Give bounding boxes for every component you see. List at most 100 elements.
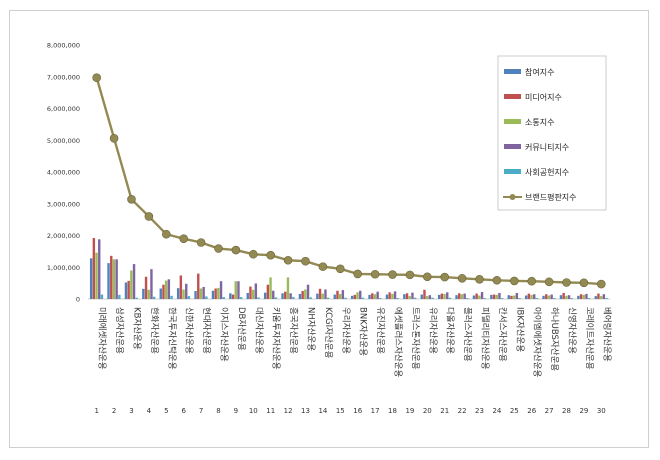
bar-5-12 <box>292 297 295 299</box>
brand-reputation-point-9 <box>231 245 241 255</box>
bar-4-8 <box>219 281 223 299</box>
bar-1-24 <box>490 294 493 299</box>
bar-5-6 <box>187 296 191 299</box>
bar-5-25 <box>518 298 521 299</box>
category-label-15: 우리자산운용 <box>340 307 351 354</box>
brand-reputation-point-26 <box>527 276 537 286</box>
axis-layer: 0 1,000,000 2,000,000 3,000,000 4,000,000 5,0… <box>47 42 610 304</box>
category-label-19: 트러스톤자산운용 <box>410 307 421 370</box>
bar-2-12 <box>284 291 287 299</box>
bar-2-23 <box>475 293 478 299</box>
bar-4-19 <box>411 292 414 299</box>
brand-reputation-point-22 <box>457 274 467 283</box>
rank-label-19: 19 <box>405 407 414 415</box>
bar-3-14 <box>321 293 324 299</box>
bar-5-20 <box>431 297 434 299</box>
y-tick-label: 0 <box>76 296 80 304</box>
bar-3-19 <box>408 296 411 299</box>
bar-1-20 <box>420 294 423 299</box>
rank-label-9: 9 <box>234 407 238 415</box>
bar-1-23 <box>472 295 476 299</box>
bar-3-27 <box>547 295 551 299</box>
category-label-16: BNK자산운용 <box>358 307 369 356</box>
rank-label-17: 17 <box>371 407 380 415</box>
category-label-27: 하나UBS자산운용 <box>549 307 560 371</box>
bar-3-28 <box>565 295 568 299</box>
bar-1-1 <box>89 258 93 299</box>
bar-2-24 <box>492 294 496 299</box>
rank-label-21: 21 <box>440 407 449 415</box>
bar-4-15 <box>341 290 345 299</box>
bar-1-3 <box>124 282 128 299</box>
bar-1-10 <box>246 292 249 299</box>
bar-5-22 <box>466 298 469 299</box>
bar-5-9 <box>239 297 243 299</box>
bar-5-4 <box>152 296 156 299</box>
bar-1-6 <box>176 288 180 299</box>
legend-label-4: 커뮤니티지수 <box>525 142 569 152</box>
rank-label-12: 12 <box>284 407 293 415</box>
brand-reputation-point-1 <box>92 73 101 82</box>
y-tick-label: 4,000,000 <box>47 169 80 177</box>
bar-2-1 <box>92 238 96 299</box>
bar-5-14 <box>326 297 330 299</box>
bar-1-15 <box>333 294 336 299</box>
brand-reputation-point-23 <box>475 275 484 284</box>
bar-4-21 <box>446 292 449 299</box>
bar-4-28 <box>567 295 571 299</box>
legend-marker-6 <box>509 194 516 200</box>
brand-reputation-point-6 <box>179 234 188 243</box>
category-label-1: 미래에셋자산운용 <box>97 307 108 370</box>
rank-label-10: 10 <box>249 407 258 415</box>
bar-5-17 <box>379 298 382 299</box>
category-label-21: 다올자산운용 <box>445 307 456 354</box>
bar-2-13 <box>301 291 304 299</box>
bar-4-11 <box>272 290 275 299</box>
rank-label-7: 7 <box>199 407 203 415</box>
bar-4-24 <box>498 292 501 299</box>
rank-label-15: 15 <box>336 407 345 415</box>
bar-4-10 <box>254 283 258 299</box>
brand-reputation-point-18 <box>388 270 397 279</box>
bar-4-6 <box>185 283 188 299</box>
chart-frame: 0 1,000,000 2,000,000 3,000,000 4,000,000 5,0… <box>9 10 649 448</box>
category-label-17: 유진자산운용 <box>375 307 386 354</box>
bar-1-9 <box>229 293 232 299</box>
bar-3-20 <box>425 296 429 299</box>
bar-3-22 <box>460 294 464 299</box>
bar-4-16 <box>359 290 362 299</box>
category-label-10: 대신자산운용 <box>253 307 264 354</box>
category-label-18: 에셋플러스자산운용 <box>393 307 404 378</box>
rank-label-14: 14 <box>318 407 327 415</box>
bar-3-5 <box>164 280 168 299</box>
bar-1-4 <box>142 288 145 299</box>
bar-5-19 <box>413 297 417 299</box>
brand-reputation-point-4 <box>144 212 154 221</box>
bar-1-12 <box>281 293 284 299</box>
category-label-14: KCGI자산운용 <box>323 307 334 359</box>
category-label-20: 유리자산운용 <box>427 307 438 354</box>
rank-label-16: 16 <box>353 407 362 415</box>
rank-label-23: 23 <box>475 407 484 415</box>
bar-3-4 <box>147 289 150 299</box>
bar-1-8 <box>211 290 215 299</box>
brand-reputation-point-19 <box>405 270 415 280</box>
legend-label-5: 사회공헌지수 <box>525 168 569 177</box>
bar-4-3 <box>132 264 136 299</box>
legend-swatch-3 <box>504 119 521 124</box>
bar-2-8 <box>214 288 217 299</box>
bar-2-9 <box>231 294 235 299</box>
rank-label-29: 29 <box>579 407 588 415</box>
bar-2-22 <box>458 293 461 299</box>
rank-label-25: 25 <box>510 407 519 415</box>
category-label-25: IBK자산운용 <box>514 307 525 352</box>
bar-4-29 <box>585 293 588 299</box>
category-label-24: 칸서스자산운용 <box>497 307 508 362</box>
y-tick-label: 5,000,000 <box>47 137 80 145</box>
bar-4-9 <box>237 281 240 299</box>
bar-2-11 <box>266 284 270 299</box>
brand-reputation-point-17 <box>370 269 380 279</box>
bar-1-26 <box>524 295 528 299</box>
rank-label-11: 11 <box>266 407 275 415</box>
